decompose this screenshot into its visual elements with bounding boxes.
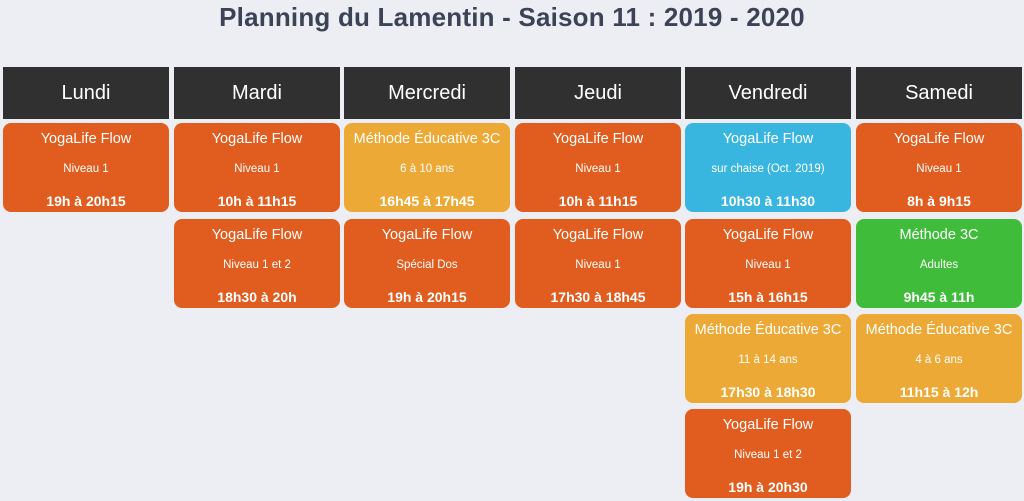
day-header-samedi: Samedi — [856, 67, 1022, 119]
session-time: 18h30 à 20h — [217, 289, 297, 305]
day-header-mardi: Mardi — [174, 67, 340, 119]
day-header-lundi: Lundi — [3, 67, 169, 119]
session-name: Méthode Éducative 3C — [694, 322, 842, 338]
session-name: YogaLife Flow — [722, 417, 814, 433]
day-column-jeudi: Jeudi YogaLife Flow Niveau 1 10h à 11h15… — [515, 67, 681, 308]
session-level: sur chaise (Oct. 2019) — [711, 163, 825, 175]
session-name: YogaLife Flow — [722, 131, 814, 147]
session-card[interactable]: YogaLife Flow Niveau 1 15h à 16h15 — [685, 219, 851, 308]
session-level: Niveau 1 — [916, 163, 962, 175]
session-name: YogaLife Flow — [552, 227, 644, 243]
session-level: 11 à 14 ans — [738, 354, 798, 366]
day-column-lundi: Lundi YogaLife Flow Niveau 1 19h à 20h15 — [3, 67, 169, 212]
session-card[interactable]: YogaLife Flow Niveau 1 10h à 11h15 — [515, 123, 681, 212]
session-name: YogaLife Flow — [40, 131, 132, 147]
session-card[interactable]: YogaLife Flow Niveau 1 10h à 11h15 — [174, 123, 340, 212]
day-column-samedi: Samedi YogaLife Flow Niveau 1 8h à 9h15 … — [856, 67, 1022, 403]
session-card[interactable]: Méthode 3C Adultes 9h45 à 11h — [856, 219, 1022, 308]
session-card[interactable]: YogaLife Flow Niveau 1 19h à 20h15 — [3, 123, 169, 212]
session-time: 10h30 à 11h30 — [720, 193, 816, 209]
day-header-mercredi: Mercredi — [344, 67, 510, 119]
session-card[interactable]: Méthode Éducative 3C 4 à 6 ans 11h15 à 1… — [856, 314, 1022, 403]
session-card[interactable]: Méthode Éducative 3C 11 à 14 ans 17h30 à… — [685, 314, 851, 403]
session-level: Niveau 1 — [234, 163, 280, 175]
session-time: 19h à 20h15 — [46, 193, 126, 209]
session-level: 6 à 10 ans — [400, 163, 454, 175]
session-level: Niveau 1 et 2 — [223, 259, 291, 271]
session-time: 19h à 20h30 — [728, 479, 808, 495]
session-level: Spécial Dos — [396, 259, 458, 271]
session-name: YogaLife Flow — [552, 131, 644, 147]
session-level: Niveau 1 — [575, 259, 621, 271]
session-time: 8h à 9h15 — [907, 193, 971, 209]
day-column-mardi: Mardi YogaLife Flow Niveau 1 10h à 11h15… — [174, 67, 340, 308]
session-name: Méthode Éducative 3C — [865, 322, 1013, 338]
session-time: 10h à 11h15 — [217, 193, 297, 209]
day-header-jeudi: Jeudi — [515, 67, 681, 119]
session-name: YogaLife Flow — [893, 131, 985, 147]
session-name: YogaLife Flow — [381, 227, 473, 243]
session-level: Niveau 1 et 2 — [734, 449, 802, 461]
session-time: 11h15 à 12h — [899, 384, 979, 400]
session-name: YogaLife Flow — [211, 131, 303, 147]
session-time: 9h45 à 11h — [903, 289, 975, 305]
session-level: Adultes — [919, 259, 959, 271]
session-name: Méthode Éducative 3C — [353, 131, 501, 147]
session-card[interactable]: YogaLife Flow sur chaise (Oct. 2019) 10h… — [685, 123, 851, 212]
session-time: 17h30 à 18h45 — [550, 289, 646, 305]
session-time: 19h à 20h15 — [387, 289, 467, 305]
session-time: 15h à 16h15 — [728, 289, 808, 305]
session-name: YogaLife Flow — [211, 227, 303, 243]
day-column-mercredi: Mercredi Méthode Éducative 3C 6 à 10 ans… — [344, 67, 510, 308]
session-card[interactable]: YogaLife Flow Niveau 1 17h30 à 18h45 — [515, 219, 681, 308]
day-column-vendredi: Vendredi YogaLife Flow sur chaise (Oct. … — [685, 67, 851, 498]
session-card[interactable]: Méthode Éducative 3C 6 à 10 ans 16h45 à … — [344, 123, 510, 212]
session-card[interactable]: YogaLife Flow Niveau 1 et 2 19h à 20h30 — [685, 409, 851, 498]
session-time: 16h45 à 17h45 — [379, 193, 475, 209]
session-level: Niveau 1 — [575, 163, 621, 175]
session-name: YogaLife Flow — [722, 227, 814, 243]
session-card[interactable]: YogaLife Flow Niveau 1 et 2 18h30 à 20h — [174, 219, 340, 308]
session-card[interactable]: YogaLife Flow Niveau 1 8h à 9h15 — [856, 123, 1022, 212]
page-title: Planning du Lamentin - Saison 11 : 2019 … — [219, 2, 805, 32]
session-card[interactable]: YogaLife Flow Spécial Dos 19h à 20h15 — [344, 219, 510, 308]
session-time: 10h à 11h15 — [558, 193, 638, 209]
session-time: 17h30 à 18h30 — [720, 384, 816, 400]
session-name: Méthode 3C — [899, 227, 979, 243]
session-level: Niveau 1 — [745, 259, 791, 271]
session-level: Niveau 1 — [63, 163, 109, 175]
session-level: 4 à 6 ans — [915, 354, 963, 366]
day-header-vendredi: Vendredi — [685, 67, 851, 119]
